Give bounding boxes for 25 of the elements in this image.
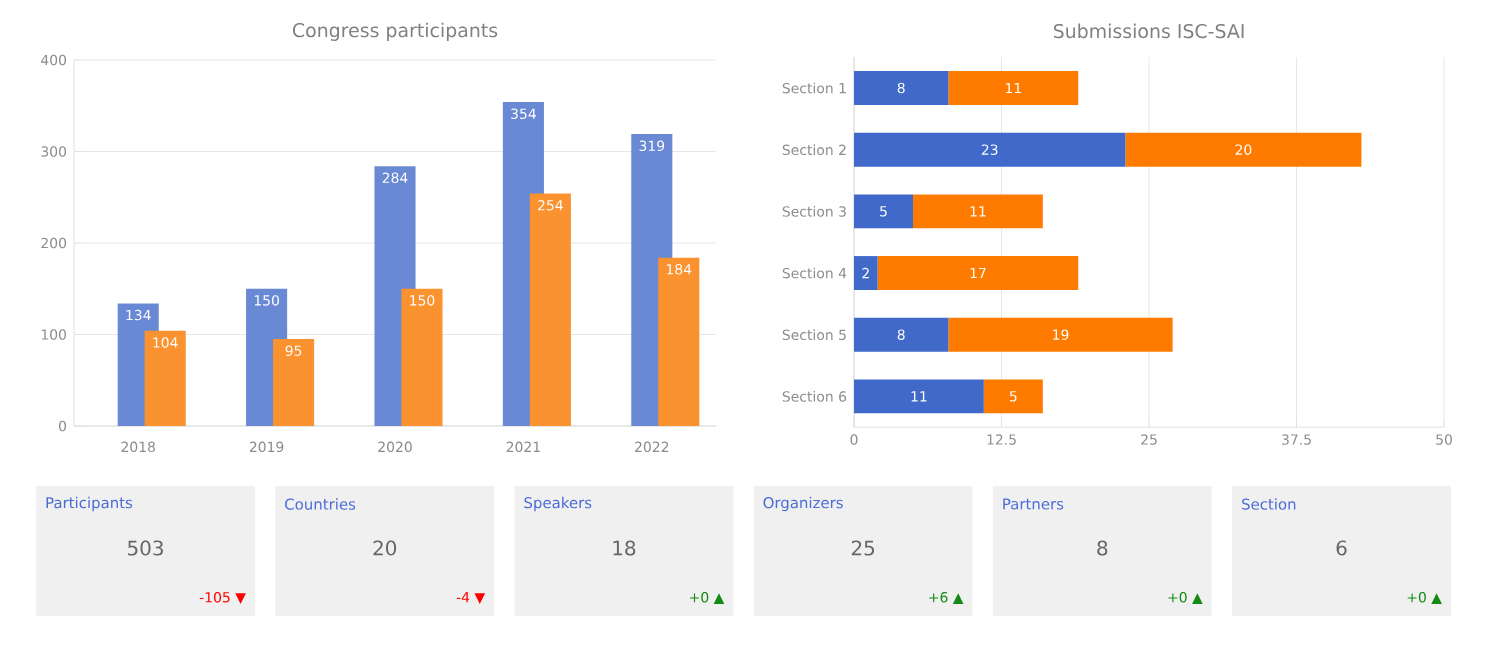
bar [854,71,949,105]
text: 18 [613,540,636,556]
bar [401,288,443,426]
chart-title: Submissions ISC-SAI [1053,23,1244,39]
text: 20 [373,540,397,556]
bar [529,193,571,426]
text: 8 [1097,540,1108,556]
bar [854,194,914,229]
bar [983,379,1043,414]
bar [948,317,1173,352]
text: 25 [851,540,875,556]
bar [877,256,1079,290]
bar [144,330,186,426]
bar [854,317,949,352]
bar [273,339,315,426]
bar [1125,132,1362,167]
bar [913,194,1043,229]
bar [854,379,984,414]
bar [658,257,700,426]
bar [948,71,1079,105]
text: 6 [1336,540,1347,556]
bar [854,256,878,290]
text: 503 [128,540,163,556]
chart-title: Congress participants [292,22,498,41]
bar [854,132,1126,167]
